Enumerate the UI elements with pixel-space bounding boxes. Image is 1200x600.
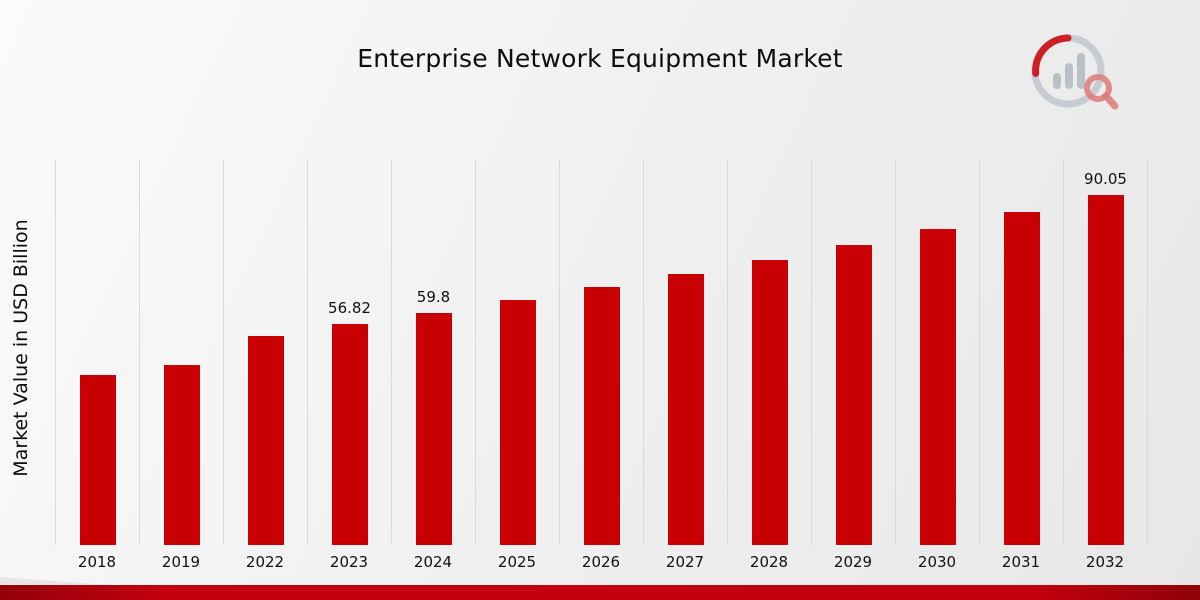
bar-column-2024: 59.8 [391, 160, 475, 545]
bar-column-2030 [895, 160, 979, 545]
logo-red-arc [1032, 34, 1072, 77]
bar-2029 [835, 245, 872, 545]
bar-column-2029 [811, 160, 895, 545]
bar-2018 [79, 375, 116, 545]
bar-2032 [1087, 195, 1124, 545]
x-tick-2022: 2022 [245, 553, 285, 571]
bar-column-2022 [223, 160, 307, 545]
x-tick-2018: 2018 [77, 553, 117, 571]
x-tick-2026: 2026 [581, 553, 621, 571]
plot-area: 56.82 59.8 90.05 [55, 160, 1148, 545]
logo-magnifier-icon [1084, 74, 1112, 102]
market-research-logo [1031, 34, 1119, 110]
x-tick-2025: 2025 [497, 553, 537, 571]
value-label-2032: 90.05 [1084, 170, 1127, 188]
x-tick-2024: 2024 [413, 553, 453, 571]
x-tick-2029: 2029 [833, 553, 873, 571]
x-tick-2023: 2023 [329, 553, 369, 571]
bar-column-2026 [559, 160, 643, 545]
bar-column-2027 [643, 160, 727, 545]
x-tick-2019: 2019 [161, 553, 201, 571]
logo-magnifier-handle [1102, 92, 1119, 110]
logo-bar-large [1077, 53, 1085, 89]
bar-2022 [247, 336, 284, 545]
bottom-red-ribbon [0, 585, 1200, 600]
bar-2019 [163, 365, 200, 545]
bar-column-2023: 56.82 [307, 160, 391, 545]
x-tick-2031: 2031 [1001, 553, 1041, 571]
bar-2026 [583, 287, 620, 545]
y-axis-label: Market Value in USD Billion [10, 219, 32, 477]
x-tick-2030: 2030 [917, 553, 957, 571]
bar-column-2031 [979, 160, 1063, 545]
logo-bar-medium [1065, 63, 1073, 89]
bar-2024 [415, 313, 452, 545]
bar-2025 [499, 300, 536, 545]
bar-column-2018 [55, 160, 139, 545]
x-tick-2028: 2028 [749, 553, 789, 571]
bar-column-2032: 90.05 [1063, 160, 1147, 545]
x-axis: 2018 2019 2022 2023 2024 2025 2026 2027 2028 2029… [55, 553, 1147, 571]
bar-2030 [919, 229, 956, 545]
bar-column-2028 [727, 160, 811, 545]
value-label-2023: 56.82 [328, 299, 371, 317]
bar-2028 [751, 260, 788, 545]
chart-title: Enterprise Network Equipment Market [357, 44, 843, 73]
ribbon-notch [0, 577, 110, 585]
logo-bar-small [1053, 73, 1061, 89]
bar-column-2025 [475, 160, 559, 545]
bar-column-2019 [139, 160, 223, 545]
bar-2023 [331, 324, 368, 545]
bar-2031 [1003, 212, 1040, 545]
x-tick-2027: 2027 [665, 553, 705, 571]
value-label-2024: 59.8 [416, 288, 451, 306]
bar-2027 [667, 274, 704, 545]
x-tick-2032: 2032 [1085, 553, 1125, 571]
